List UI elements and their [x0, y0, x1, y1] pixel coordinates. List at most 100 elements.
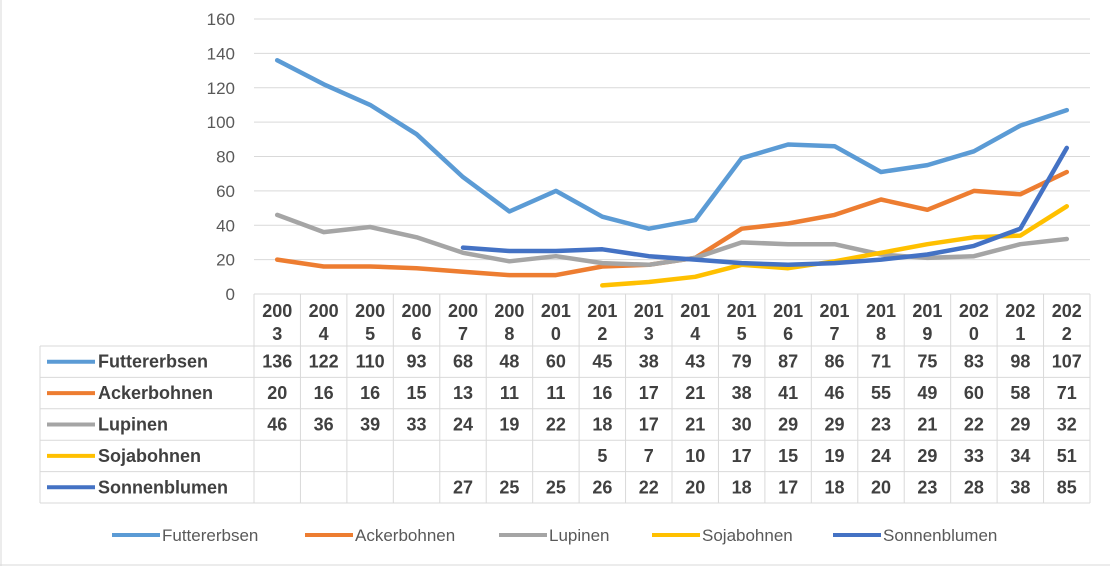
- x-category-label-line1: 200: [494, 301, 524, 321]
- table-value-cell: 33: [964, 446, 984, 466]
- table-value-cell: 25: [546, 477, 566, 497]
- table-value-cell: 83: [964, 352, 984, 372]
- table-value-cell: 36: [314, 415, 334, 435]
- table-value-cell: 38: [1010, 477, 1030, 497]
- table-value-cell: 55: [871, 383, 891, 403]
- table-value-cell: 60: [546, 352, 566, 372]
- y-tick-label: 100: [207, 113, 235, 132]
- table-value-cell: 29: [917, 446, 937, 466]
- x-category-label-line2: 3: [644, 324, 654, 344]
- y-tick-label: 20: [216, 251, 235, 270]
- x-category-label-line1: 201: [541, 301, 571, 321]
- x-category-label-line2: 6: [412, 324, 422, 344]
- legend-label: Sonnenblumen: [883, 526, 997, 545]
- table-value-cell: 11: [500, 383, 519, 403]
- table-value-cell: 29: [778, 415, 798, 435]
- x-category-label-line1: 200: [309, 301, 339, 321]
- y-tick-label: 140: [207, 44, 235, 63]
- y-tick-label: 40: [216, 216, 235, 235]
- x-category-label-line1: 200: [262, 301, 292, 321]
- table-value-cell: 22: [964, 415, 984, 435]
- y-tick-label: 0: [226, 285, 235, 304]
- table-value-cell: 38: [732, 383, 752, 403]
- x-category-label-line2: 2: [1062, 324, 1072, 344]
- table-value-cell: 32: [1057, 415, 1077, 435]
- table-value-cell: 7: [644, 446, 654, 466]
- table-value-cell: 21: [685, 383, 705, 403]
- table-value-cell: 19: [499, 415, 519, 435]
- table-value-cell: 25: [499, 477, 519, 497]
- table-value-cell: 17: [639, 415, 659, 435]
- table-value-cell: 28: [964, 477, 984, 497]
- table-value-cell: 18: [592, 415, 612, 435]
- x-category-label-line1: 202: [1052, 301, 1082, 321]
- table-value-cell: 87: [778, 352, 798, 372]
- table-value-cell: 43: [685, 352, 705, 372]
- table-value-cell: 18: [732, 477, 752, 497]
- series-line-sonnenblumen: [460, 145, 1070, 268]
- table-value-cell: 46: [267, 415, 287, 435]
- y-tick-label: 60: [216, 182, 235, 201]
- table-value-cell: 46: [825, 383, 845, 403]
- legend-label: Sojabohnen: [702, 526, 793, 545]
- table-value-cell: 11: [546, 383, 565, 403]
- table-value-cell: 18: [825, 477, 845, 497]
- legend-label: Ackerbohnen: [355, 526, 455, 545]
- table-value-cell: 45: [592, 352, 612, 372]
- table-value-cell: 79: [732, 352, 752, 372]
- x-category-label-line1: 201: [680, 301, 710, 321]
- table-value-cell: 85: [1057, 477, 1077, 497]
- y-tick-label: 80: [216, 148, 235, 167]
- table-value-cell: 22: [639, 477, 659, 497]
- table-value-cell: 93: [407, 352, 427, 372]
- table-value-cell: 98: [1010, 352, 1030, 372]
- table-value-cell: 24: [871, 446, 891, 466]
- x-category-label-line2: 8: [876, 324, 886, 344]
- x-category-label-line2: 9: [922, 324, 932, 344]
- x-category-label-line2: 7: [458, 324, 468, 344]
- table-value-cell: 30: [732, 415, 752, 435]
- table-value-cell: 15: [778, 446, 798, 466]
- table-series-name: Ackerbohnen: [98, 383, 213, 403]
- x-category-label-line2: 0: [551, 324, 561, 344]
- x-category-label-line1: 201: [727, 301, 757, 321]
- table-value-cell: 41: [778, 383, 798, 403]
- table-value-cell: 58: [1010, 383, 1030, 403]
- table-value-cell: 49: [917, 383, 937, 403]
- table-value-cell: 39: [360, 415, 380, 435]
- x-category-label-line1: 201: [587, 301, 617, 321]
- table-value-cell: 20: [871, 477, 891, 497]
- table-value-cell: 122: [309, 352, 339, 372]
- x-category-label-line2: 2: [597, 324, 607, 344]
- table-value-cell: 71: [871, 352, 891, 372]
- table-value-cell: 23: [871, 415, 891, 435]
- table-value-cell: 110: [356, 352, 385, 372]
- x-category-label-line2: 7: [830, 324, 840, 344]
- table-value-cell: 136: [262, 352, 292, 372]
- table-value-cell: 27: [453, 477, 473, 497]
- x-category-label-line1: 200: [448, 301, 478, 321]
- table-value-cell: 60: [964, 383, 984, 403]
- table-value-cell: 38: [639, 352, 659, 372]
- table-value-cell: 20: [685, 477, 705, 497]
- x-category-label-line2: 5: [365, 324, 375, 344]
- legend-label: Futtererbsen: [162, 526, 258, 545]
- table-value-cell: 86: [825, 352, 845, 372]
- x-category-label-line2: 1: [1015, 324, 1025, 344]
- table-value-cell: 16: [592, 383, 612, 403]
- table-value-cell: 26: [592, 477, 612, 497]
- series-line-futtererbsen: [274, 58, 1070, 231]
- table-value-cell: 17: [639, 383, 659, 403]
- x-category-label-line2: 4: [690, 324, 700, 344]
- table-value-cell: 21: [685, 415, 705, 435]
- table-value-cell: 17: [732, 446, 752, 466]
- table-value-cell: 71: [1057, 383, 1077, 403]
- table-value-cell: 107: [1052, 352, 1082, 372]
- x-category-label-line1: 201: [634, 301, 664, 321]
- table-value-cell: 48: [499, 352, 519, 372]
- table-value-cell: 20: [267, 383, 287, 403]
- legend-label: Lupinen: [549, 526, 610, 545]
- x-category-label-line1: 202: [959, 301, 989, 321]
